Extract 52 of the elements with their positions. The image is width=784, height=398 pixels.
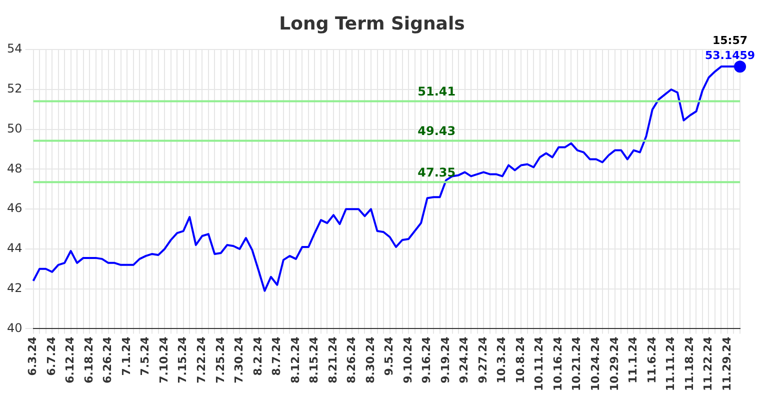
text: 15:57 <box>712 34 748 47</box>
x-tick-label: 11.1.24 <box>626 336 640 384</box>
x-tick-label: 11.11.24 <box>664 336 678 391</box>
y-tick-label: 46 <box>6 201 22 216</box>
x-tick-label: 9.19.24 <box>438 336 452 384</box>
x-tick-label: 6.12.24 <box>64 336 77 384</box>
x-tick-label: 8.7.24 <box>270 336 284 376</box>
x-tick-label: 8.2.24 <box>251 336 264 376</box>
x-tick-label: 10.24.24 <box>589 336 602 391</box>
x-tick-label: 9.10.24 <box>401 336 414 384</box>
x-tick-label: 7.25.24 <box>214 336 227 384</box>
x-tick-label: 7.30.24 <box>232 336 246 384</box>
x-tick-label: 11.18.24 <box>682 336 696 391</box>
ref-line-label: 51.41 <box>418 84 456 98</box>
x-tick-label: 10.3.24 <box>495 336 508 384</box>
x-tick-label: 7.10.24 <box>157 336 170 384</box>
y-tick-label: 50 <box>6 121 22 136</box>
x-tick-label: 6.3.24 <box>26 336 40 376</box>
x-tick-label: 9.5.24 <box>382 336 396 376</box>
ref-line-label: 47.35 <box>418 165 456 180</box>
x-tick-label: 9.16.24 <box>420 336 434 384</box>
x-tick-label: 7.1.24 <box>120 336 133 376</box>
y-tick-label: 42 <box>6 280 22 295</box>
x-tick-label: 8.30.24 <box>364 336 377 384</box>
y-tick-label: 44 <box>6 241 22 256</box>
x-tick-label: 11.6.24 <box>645 336 658 384</box>
x-tick-label: 7.5.24 <box>138 336 152 376</box>
x-tick-label: 10.16.24 <box>551 336 564 391</box>
x-tick-label: 6.18.24 <box>82 336 96 384</box>
x-tick-label: 10.29.24 <box>608 336 621 391</box>
x-tick-label: 10.8.24 <box>514 336 527 384</box>
x-tick-label: 7.15.24 <box>176 336 190 384</box>
x-tick-label: 10.11.24 <box>532 336 546 391</box>
x-tick-label: 9.24.24 <box>458 336 471 384</box>
data-label: 53.1459 <box>704 48 756 62</box>
x-tick-label: 8.26.24 <box>345 336 358 384</box>
x-tick-label: 7.22.24 <box>194 336 208 384</box>
x-tick-label: 8.15.24 <box>308 336 321 384</box>
ref-line-label: 49.43 <box>418 124 456 138</box>
x-tick-label: 6.26.24 <box>101 336 114 384</box>
y-tick-label: 40 <box>6 320 22 335</box>
x-tick-label: 10.21.24 <box>570 336 584 391</box>
x-tick-label: 8.21.24 <box>326 336 340 384</box>
x-tick-label: 8.12.24 <box>288 336 302 384</box>
x-tick-label: 11.22.24 <box>702 336 715 391</box>
y-tick-label: 48 <box>6 161 22 176</box>
x-tick-label: 9.27.24 <box>476 336 490 384</box>
y-tick-label: 52 <box>6 82 22 96</box>
chart-title: Long Term Signals <box>279 13 465 34</box>
x-tick-label: 6.7.24 <box>44 336 58 376</box>
y-tick-label: 54 <box>6 42 22 56</box>
x-tick-label: 11.29.24 <box>720 336 734 391</box>
